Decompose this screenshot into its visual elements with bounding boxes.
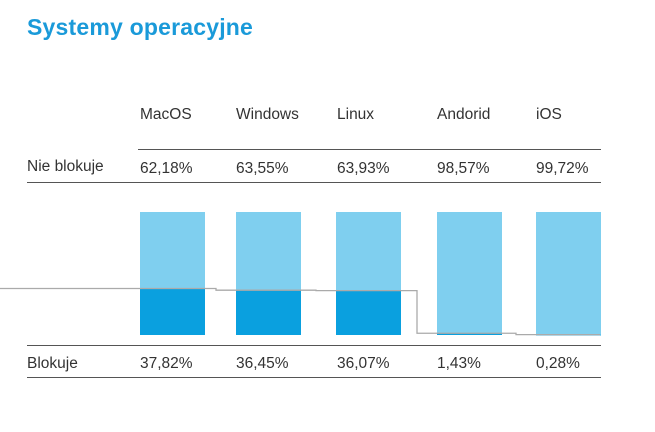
bar-not-blocking-windows — [236, 212, 301, 291]
bar-blocking-macos — [140, 288, 205, 335]
value-blocking-ios: 0,28% — [536, 355, 580, 372]
value-blocking-linux: 36,07% — [337, 355, 390, 372]
bar-not-blocking-ios — [536, 212, 601, 335]
category-label-ios: iOS — [536, 106, 562, 123]
value-blocking-macos: 37,82% — [140, 355, 193, 372]
value-not-blocking-macos: 62,18% — [140, 160, 193, 177]
category-label-android: Andorid — [437, 106, 491, 123]
bar-not-blocking-linux — [336, 212, 401, 291]
bar-not-blocking-andorid — [437, 212, 502, 334]
bottom-row-top-divider — [27, 345, 601, 346]
bar-blocking-andorid — [437, 333, 502, 335]
bar-blocking-windows — [236, 290, 301, 335]
blocking-level-line — [0, 287, 600, 336]
category-label-windows: Windows — [236, 106, 299, 123]
row-label-not-blocking: Nie blokuje — [27, 158, 104, 175]
top-row-divider — [27, 182, 601, 183]
value-not-blocking-ios: 99,72% — [536, 160, 589, 177]
value-not-blocking-windows: 63,55% — [236, 160, 289, 177]
bar-blocking-linux — [336, 290, 401, 335]
category-label-linux: Linux — [337, 106, 375, 123]
chart-title: Systemy operacyjne — [27, 14, 254, 40]
row-label-blocking: Blokuje — [27, 355, 78, 372]
value-blocking-windows: 36,45% — [236, 355, 289, 372]
value-not-blocking-android: 98,57% — [437, 160, 490, 177]
value-blocking-android: 1,43% — [437, 355, 481, 372]
bar-not-blocking-macos — [140, 212, 205, 289]
bottom-row-divider — [27, 377, 601, 378]
header-divider — [138, 149, 601, 150]
value-not-blocking-linux: 63,93% — [337, 160, 390, 177]
category-label-macos: MacOS — [140, 106, 192, 123]
